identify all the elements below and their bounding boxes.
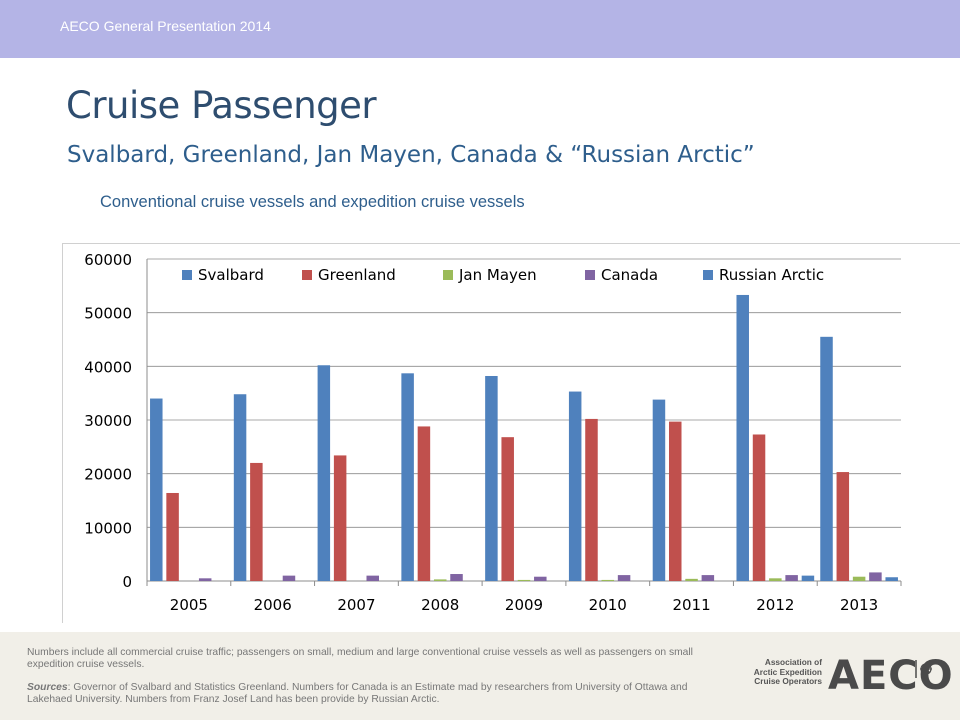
bar (601, 579, 615, 581)
legend-label: Jan Mayen (458, 266, 537, 284)
bar (250, 462, 263, 581)
bar (517, 579, 531, 581)
bar (852, 576, 866, 581)
bar (801, 575, 815, 581)
bar (652, 399, 666, 581)
chart-caption: Conventional cruise vessels and expediti… (100, 193, 525, 211)
bar (233, 394, 247, 581)
y-tick-label: 50000 (84, 305, 132, 323)
bar (736, 294, 749, 581)
legend-swatch (443, 270, 453, 280)
bar (669, 421, 682, 581)
legend-label: Svalbard (198, 266, 264, 284)
bar (198, 578, 212, 581)
presentation-title: AECO General Presentation 2014 (60, 18, 271, 34)
bar (317, 365, 331, 581)
y-tick-label: 20000 (84, 466, 132, 484)
logo-association-text: Association of Arctic Expedition Cruise … (753, 657, 822, 686)
legend-swatch (182, 270, 192, 280)
x-tick-label: 2005 (170, 596, 208, 614)
footer-note: Numbers include all commercial cruise tr… (27, 647, 693, 670)
header-bar: AECO General Presentation 2014 (0, 0, 960, 58)
sources-label: Sources (27, 682, 68, 693)
x-tick-label: 2009 (505, 596, 543, 614)
y-tick-label: 0 (122, 573, 132, 591)
bar (401, 373, 414, 581)
logo-wordmark: AECO (828, 653, 954, 699)
x-tick-label: 2006 (254, 596, 292, 614)
bar (617, 575, 631, 581)
y-tick-label: 30000 (84, 412, 132, 430)
x-tick-label: 2011 (672, 596, 710, 614)
bar (150, 398, 163, 581)
bar (885, 577, 898, 581)
y-tick-label: 60000 (84, 251, 132, 269)
x-tick-label: 2013 (840, 596, 878, 614)
bar (820, 336, 833, 581)
bar-chart: 0 10000 20000 30000 40000 50000 60000 2005 2006 2… (84, 251, 902, 614)
legend-swatch (302, 270, 312, 280)
slide-title: Cruise Passenger (66, 84, 377, 127)
bar (534, 576, 547, 581)
sources-text: : Governor of Svalbard and Statistics Gr… (27, 682, 688, 705)
bar (701, 575, 715, 581)
bar (785, 575, 798, 581)
legend-label: Russian Arctic (719, 266, 824, 284)
bar (869, 572, 882, 581)
bar (166, 492, 179, 581)
footer-panel (0, 632, 960, 720)
bar (433, 579, 447, 581)
y-tick-label: 40000 (84, 358, 132, 376)
bar (568, 391, 582, 581)
y-tick-label: 10000 (84, 519, 132, 537)
legend-swatch (703, 270, 713, 280)
x-tick-label: 2007 (337, 596, 375, 614)
bar (836, 472, 850, 581)
x-tick-label: 2010 (589, 596, 627, 614)
legend-swatch (585, 270, 595, 280)
x-tick-label: 2012 (756, 596, 794, 614)
aeco-logo: Association of Arctic Expedition Cruise … (744, 654, 953, 698)
slide-subtitle: Svalbard, Greenland, Jan Mayen, Canada &… (67, 142, 755, 168)
logo-compass-icon (915, 660, 932, 678)
legend-label: Canada (601, 266, 658, 284)
bar (417, 426, 431, 581)
x-tick-label: 2008 (421, 596, 459, 614)
bar (752, 434, 766, 581)
chart-container: 0 10000 20000 30000 40000 50000 60000 2005 2006 2… (62, 243, 960, 623)
bar (282, 575, 296, 581)
bar (501, 437, 514, 581)
bar (366, 575, 379, 581)
bar (685, 578, 698, 581)
bar (585, 418, 598, 581)
bar (450, 574, 463, 581)
footer-sources: Sources: Governor of Svalbard and Statis… (27, 682, 717, 705)
bar (769, 578, 782, 581)
bar (485, 375, 498, 581)
legend-label: Greenland (318, 266, 396, 284)
bar (333, 455, 347, 581)
